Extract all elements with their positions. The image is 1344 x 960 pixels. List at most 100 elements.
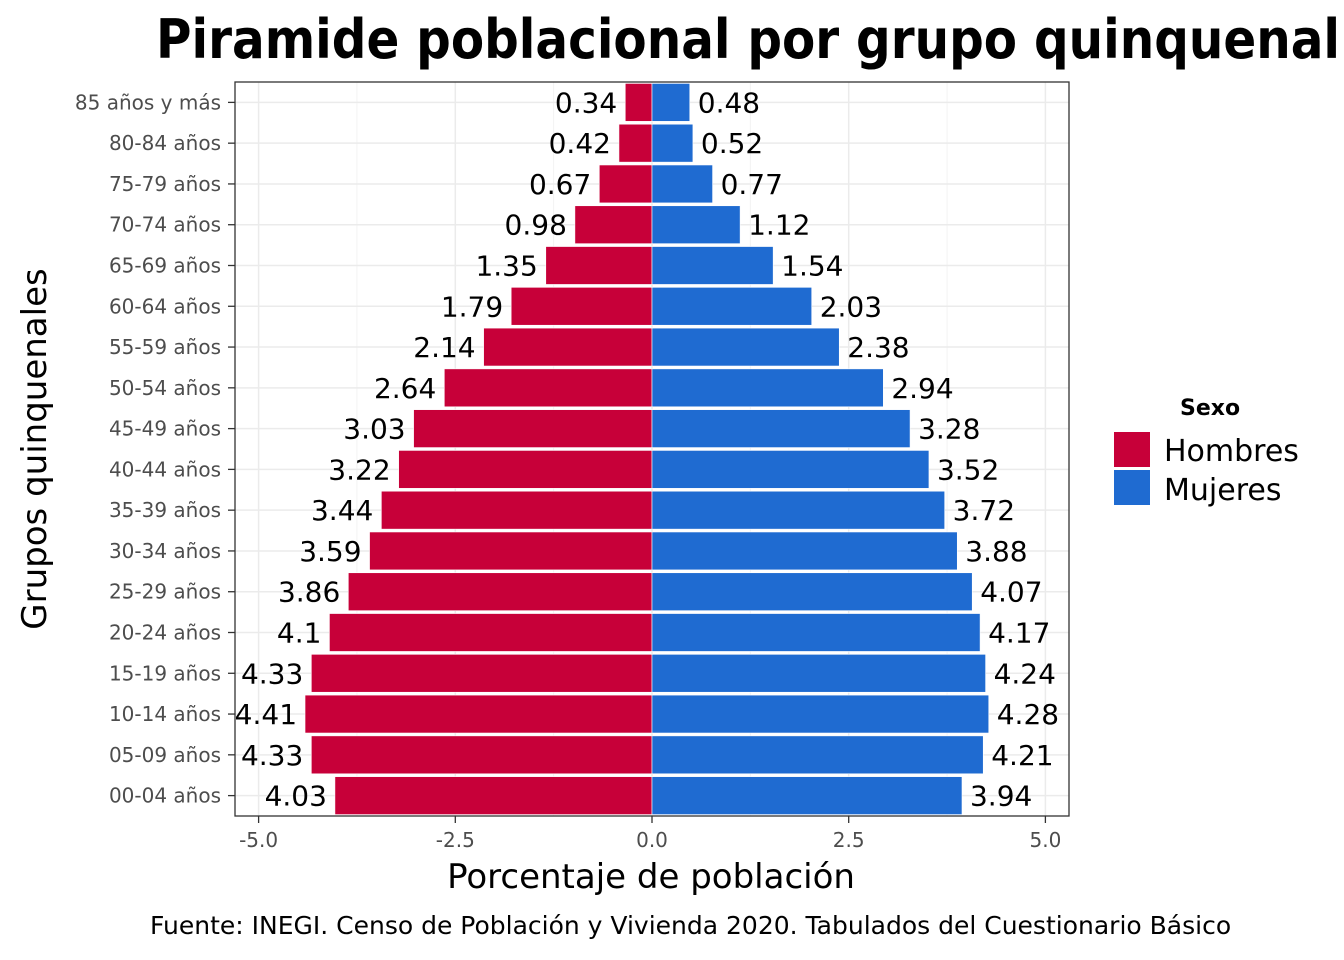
data-label-mujeres: 2.94	[891, 372, 953, 405]
bar-mujeres	[651, 450, 930, 489]
legend-title: Sexo	[1180, 396, 1240, 421]
bar-mujeres	[651, 409, 911, 448]
bar-hombres	[598, 164, 653, 204]
y-tick-label: 25-29 años	[109, 580, 221, 604]
bar-hombres	[624, 83, 653, 122]
data-label-hombres: 3.86	[278, 576, 340, 609]
x-axis-label: Porcentaje de población	[447, 857, 855, 897]
bar-hombres	[311, 735, 653, 775]
y-tick-label: 15-19 años	[109, 661, 221, 685]
y-tick-label: 35-39 años	[109, 498, 221, 522]
y-tick-label: 50-54 años	[109, 376, 221, 400]
chart-caption: Fuente: INEGI. Censo de Población y Vivi…	[150, 911, 1231, 940]
data-label-mujeres: 0.48	[698, 86, 760, 119]
data-label-mujeres: 4.28	[997, 698, 1059, 731]
data-label-hombres: 2.14	[413, 331, 475, 364]
bar-mujeres	[651, 246, 774, 285]
data-label-mujeres: 3.52	[937, 453, 999, 486]
y-tick-label: 60-64 años	[109, 294, 221, 318]
data-label-hombres: 4.03	[265, 780, 327, 813]
bar-mujeres	[651, 287, 813, 326]
bar-hombres	[545, 246, 653, 285]
x-tick-label: -5.0	[239, 828, 278, 852]
bar-hombres	[329, 613, 653, 652]
data-label-hombres: 3.59	[299, 535, 361, 568]
x-tick-label: 2.5	[833, 828, 865, 852]
data-label-mujeres: 1.54	[781, 250, 843, 283]
bar-mujeres	[651, 205, 741, 244]
bar-hombres	[347, 572, 653, 611]
data-label-hombres: 0.67	[529, 168, 591, 201]
y-tick-label: 80-84 años	[109, 131, 221, 155]
bar-mujeres	[651, 694, 990, 734]
data-label-hombres: 4.1	[277, 617, 322, 650]
bar-hombres	[510, 287, 653, 326]
bar-mujeres	[651, 368, 884, 408]
data-label-hombres: 0.42	[549, 127, 611, 160]
legend-swatch-mujeres	[1114, 470, 1150, 505]
bar-hombres	[369, 531, 653, 571]
legend-label-mujeres: Mujeres	[1164, 473, 1281, 508]
bar-hombres	[618, 123, 653, 163]
data-label-hombres: 3.22	[328, 453, 390, 486]
bar-mujeres	[651, 613, 981, 652]
data-label-mujeres: 3.72	[953, 494, 1015, 527]
y-tick-label: 00-04 años	[109, 784, 221, 808]
data-label-mujeres: 3.28	[918, 413, 980, 446]
bar-hombres	[381, 490, 653, 530]
bar-mujeres	[651, 531, 958, 571]
y-tick-label: 20-24 años	[109, 621, 221, 645]
data-label-hombres: 4.33	[241, 657, 303, 690]
legend-label-hombres: Hombres	[1164, 434, 1299, 469]
chart-title: Piramide poblacional por grupo quinquena…	[156, 8, 1340, 71]
bar-mujeres	[651, 735, 984, 775]
data-label-hombres: 1.35	[475, 250, 537, 283]
bar-mujeres	[651, 654, 986, 693]
bar-hombres	[483, 327, 653, 367]
legend: Sexo Hombres Mujeres	[1114, 396, 1299, 508]
y-tick-label: 55-59 años	[109, 335, 221, 359]
data-label-hombres: 1.79	[441, 290, 503, 323]
data-label-mujeres: 3.88	[965, 535, 1027, 568]
data-label-mujeres: 4.24	[994, 657, 1056, 690]
data-label-hombres: 3.03	[343, 413, 405, 446]
data-label-hombres: 4.41	[235, 698, 297, 731]
x-tick-label: -2.5	[436, 828, 475, 852]
bar-hombres	[398, 450, 653, 489]
y-tick-label: 40-44 años	[109, 457, 221, 481]
y-tick-label: 30-34 años	[109, 539, 221, 563]
data-label-mujeres: 0.77	[721, 168, 783, 201]
y-tick-label: 05-09 años	[109, 743, 221, 767]
bar-mujeres	[651, 572, 973, 611]
bar-hombres	[304, 694, 653, 734]
data-label-hombres: 0.98	[505, 209, 567, 242]
bar-mujeres	[651, 776, 963, 815]
data-label-mujeres: 4.17	[988, 617, 1050, 650]
data-label-hombres: 0.34	[555, 86, 617, 119]
data-label-mujeres: 1.12	[748, 209, 810, 242]
data-label-hombres: 3.44	[311, 494, 373, 527]
y-axis-label: Grupos quinquenales	[15, 268, 55, 629]
bar-mujeres	[651, 83, 691, 122]
y-tick-label: 65-69 años	[109, 254, 221, 278]
bar-mujeres	[651, 490, 945, 530]
legend-swatch-hombres	[1114, 432, 1150, 467]
data-label-mujeres: 0.52	[701, 127, 763, 160]
bar-hombres	[443, 368, 653, 408]
data-label-mujeres: 2.03	[820, 290, 882, 323]
bar-hombres	[413, 409, 653, 448]
bar-mujeres	[651, 327, 840, 367]
y-tick-label: 10-14 años	[109, 702, 221, 726]
data-label-mujeres: 4.21	[991, 739, 1053, 772]
bar-hombres	[574, 205, 653, 244]
y-tick-label: 85 años y más	[75, 90, 221, 114]
data-label-mujeres: 2.38	[847, 331, 909, 364]
data-label-mujeres: 3.94	[970, 780, 1032, 813]
data-label-mujeres: 4.07	[980, 576, 1042, 609]
y-tick-label: 70-74 años	[109, 213, 221, 237]
data-label-hombres: 4.33	[241, 739, 303, 772]
data-label-hombres: 2.64	[374, 372, 436, 405]
y-tick-label: 75-79 años	[109, 172, 221, 196]
plot-area: 0.34 0.42 0.67 0.98 1.35 1.79 2.14 2.64 3.03 3.22…	[75, 81, 1070, 852]
